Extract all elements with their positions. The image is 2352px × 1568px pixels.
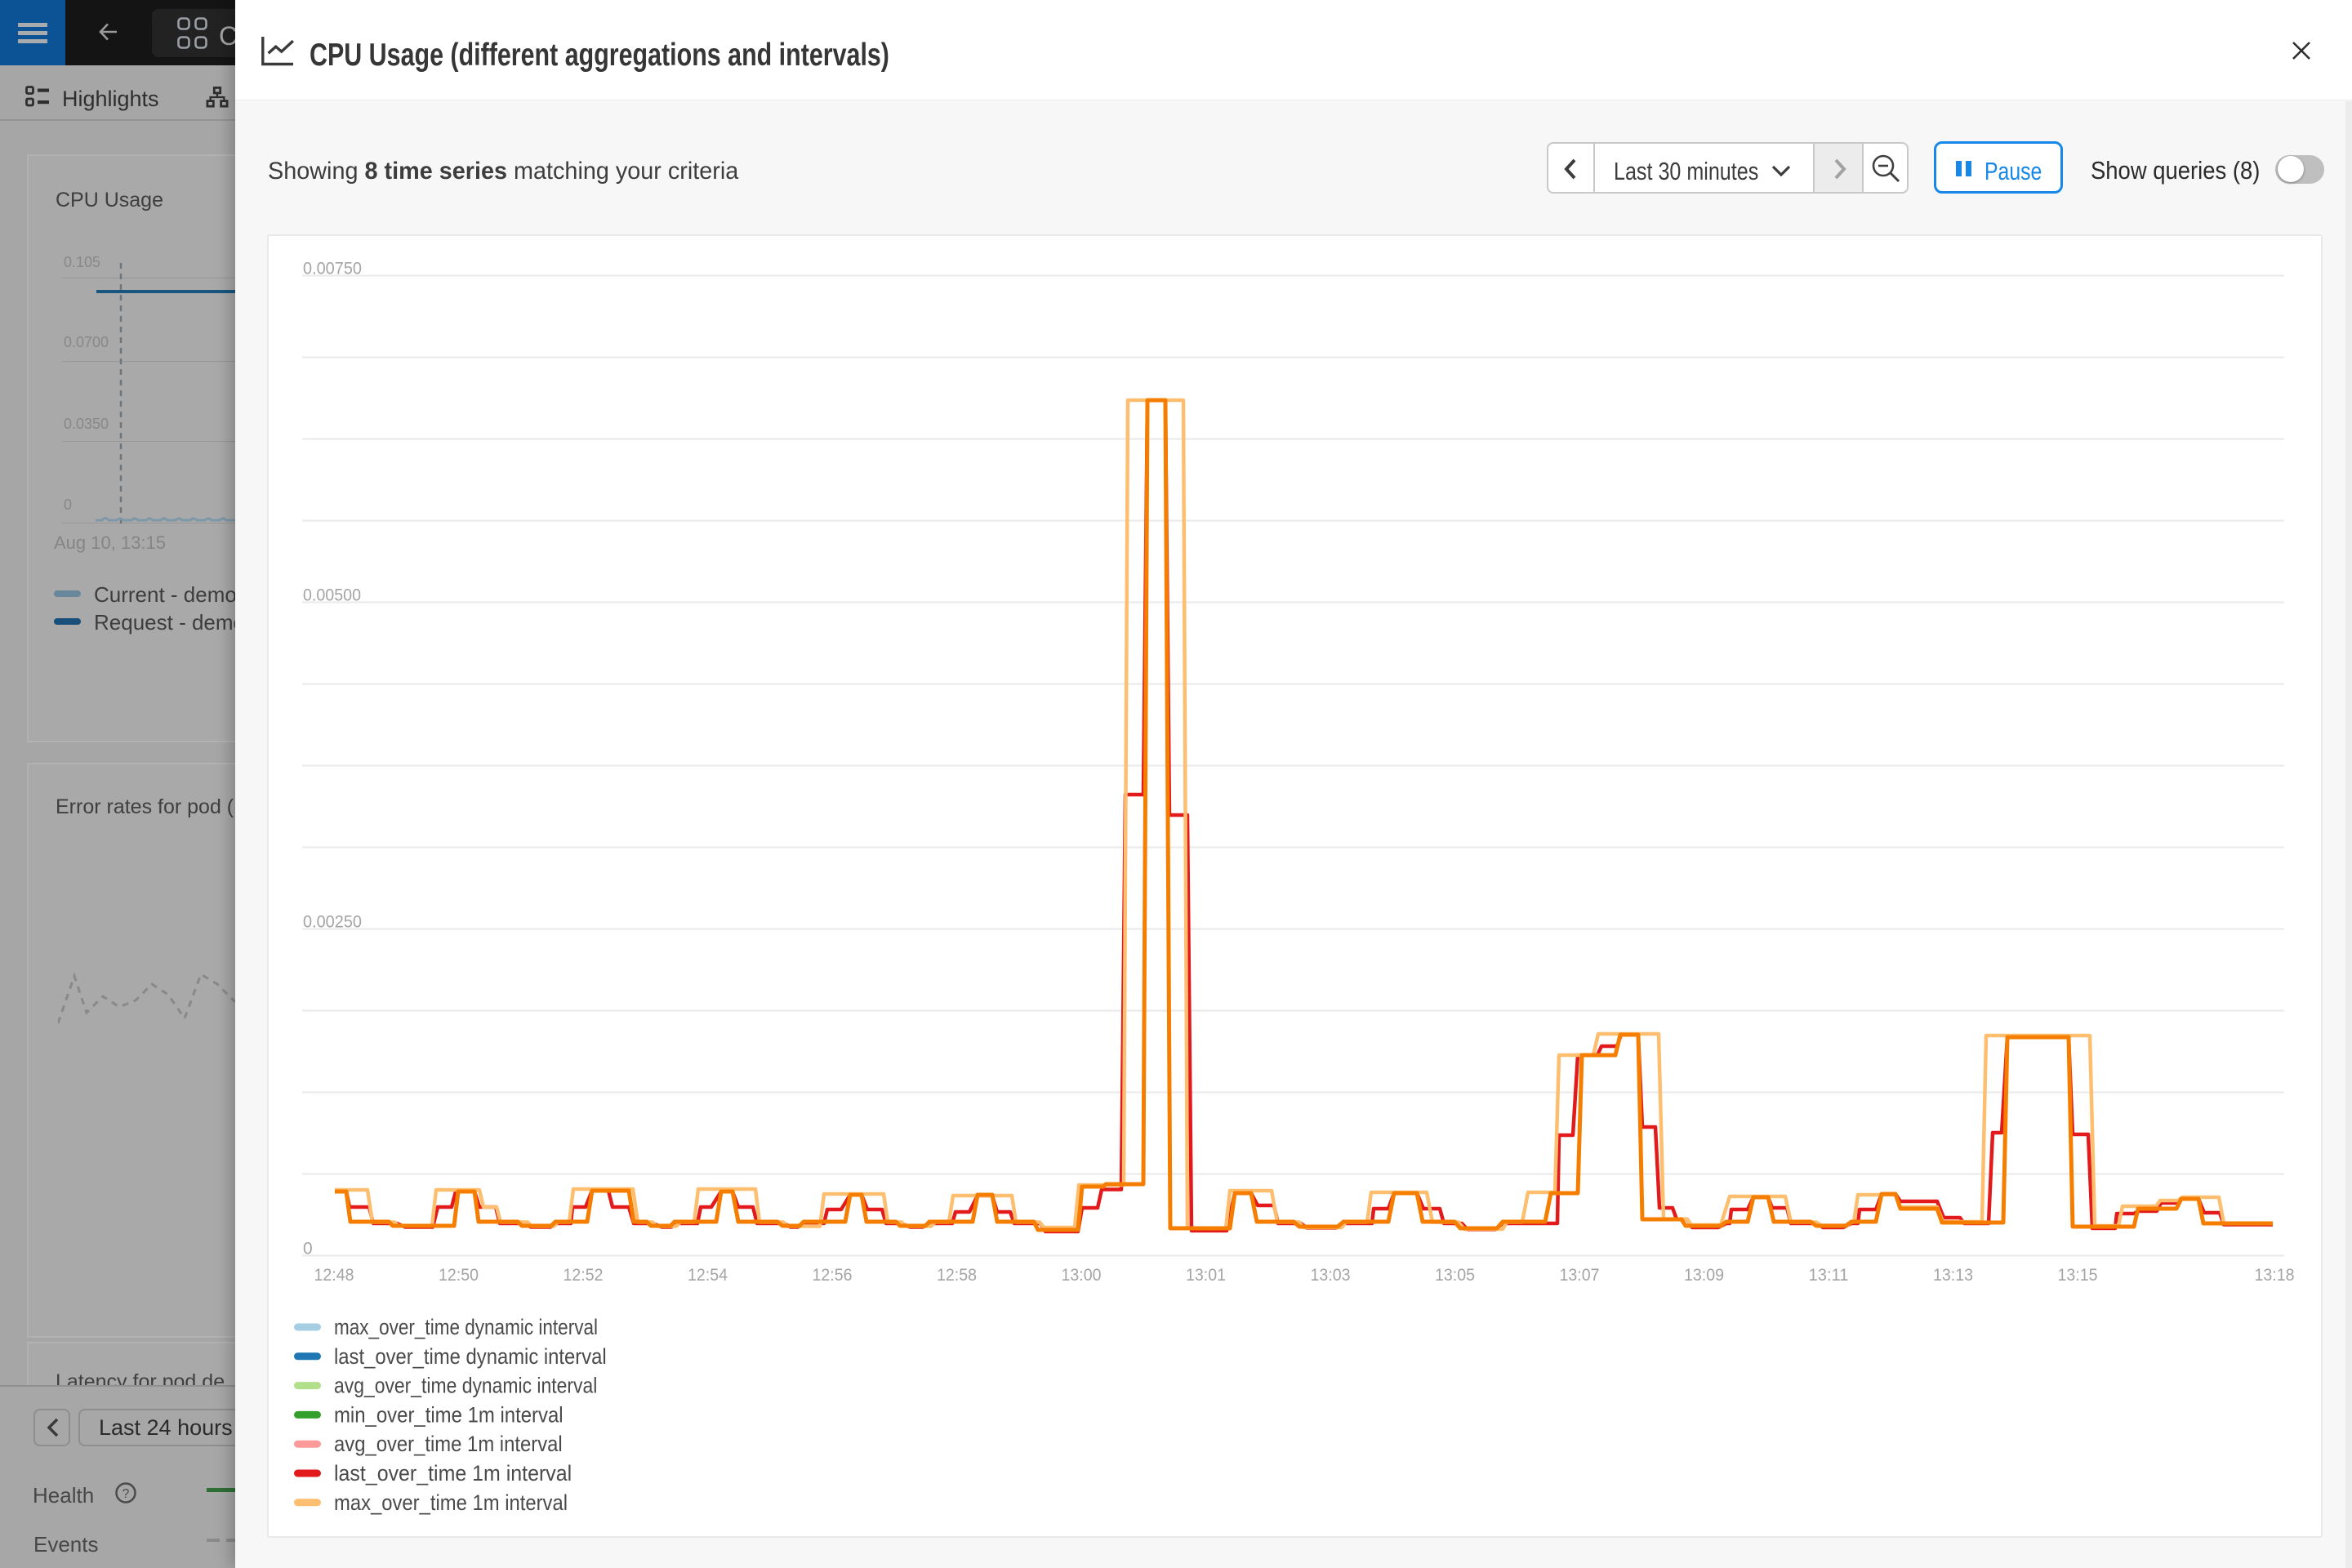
svg-text:12:54: 12:54	[688, 1266, 728, 1285]
svg-text:13:01: 13:01	[1186, 1266, 1226, 1285]
svg-text:13:15: 13:15	[2058, 1266, 2098, 1285]
svg-text:0.00500: 0.00500	[303, 586, 361, 605]
svg-text:last_over_time dynamic interva: last_over_time dynamic interval	[334, 1344, 607, 1369]
svg-text:12:52: 12:52	[564, 1266, 604, 1285]
svg-text:13:05: 13:05	[1435, 1266, 1475, 1285]
svg-text:0.00750: 0.00750	[303, 260, 362, 278]
svg-text:min_over_time 1m interval: min_over_time 1m interval	[334, 1402, 564, 1427]
svg-text:13:07: 13:07	[1560, 1266, 1600, 1285]
svg-text:12:56: 12:56	[813, 1266, 853, 1285]
svg-text:12:50: 12:50	[439, 1266, 479, 1285]
svg-text:last_over_time 1m interval: last_over_time 1m interval	[334, 1461, 572, 1486]
svg-text:0.00250: 0.00250	[303, 913, 362, 932]
svg-text:12:58: 12:58	[937, 1266, 977, 1285]
svg-text:13:03: 13:03	[1311, 1266, 1351, 1285]
svg-text:13:11: 13:11	[1809, 1266, 1849, 1285]
svg-text:max_over_time 1m interval: max_over_time 1m interval	[334, 1490, 568, 1515]
svg-text:13:13: 13:13	[1933, 1266, 1973, 1285]
svg-text:max_over_time dynamic interval: max_over_time dynamic interval	[334, 1315, 598, 1339]
svg-text:avg_over_time 1m interval: avg_over_time 1m interval	[334, 1432, 563, 1456]
svg-text:12:48: 12:48	[314, 1266, 354, 1285]
svg-text:13:00: 13:00	[1062, 1266, 1102, 1285]
svg-text:avg_over_time dynamic interval: avg_over_time dynamic interval	[334, 1374, 597, 1398]
svg-text:13:09: 13:09	[1684, 1266, 1724, 1285]
svg-text:0: 0	[303, 1240, 313, 1258]
svg-text:13:18: 13:18	[2255, 1266, 2295, 1285]
svg-text:?: ?	[122, 1487, 130, 1501]
